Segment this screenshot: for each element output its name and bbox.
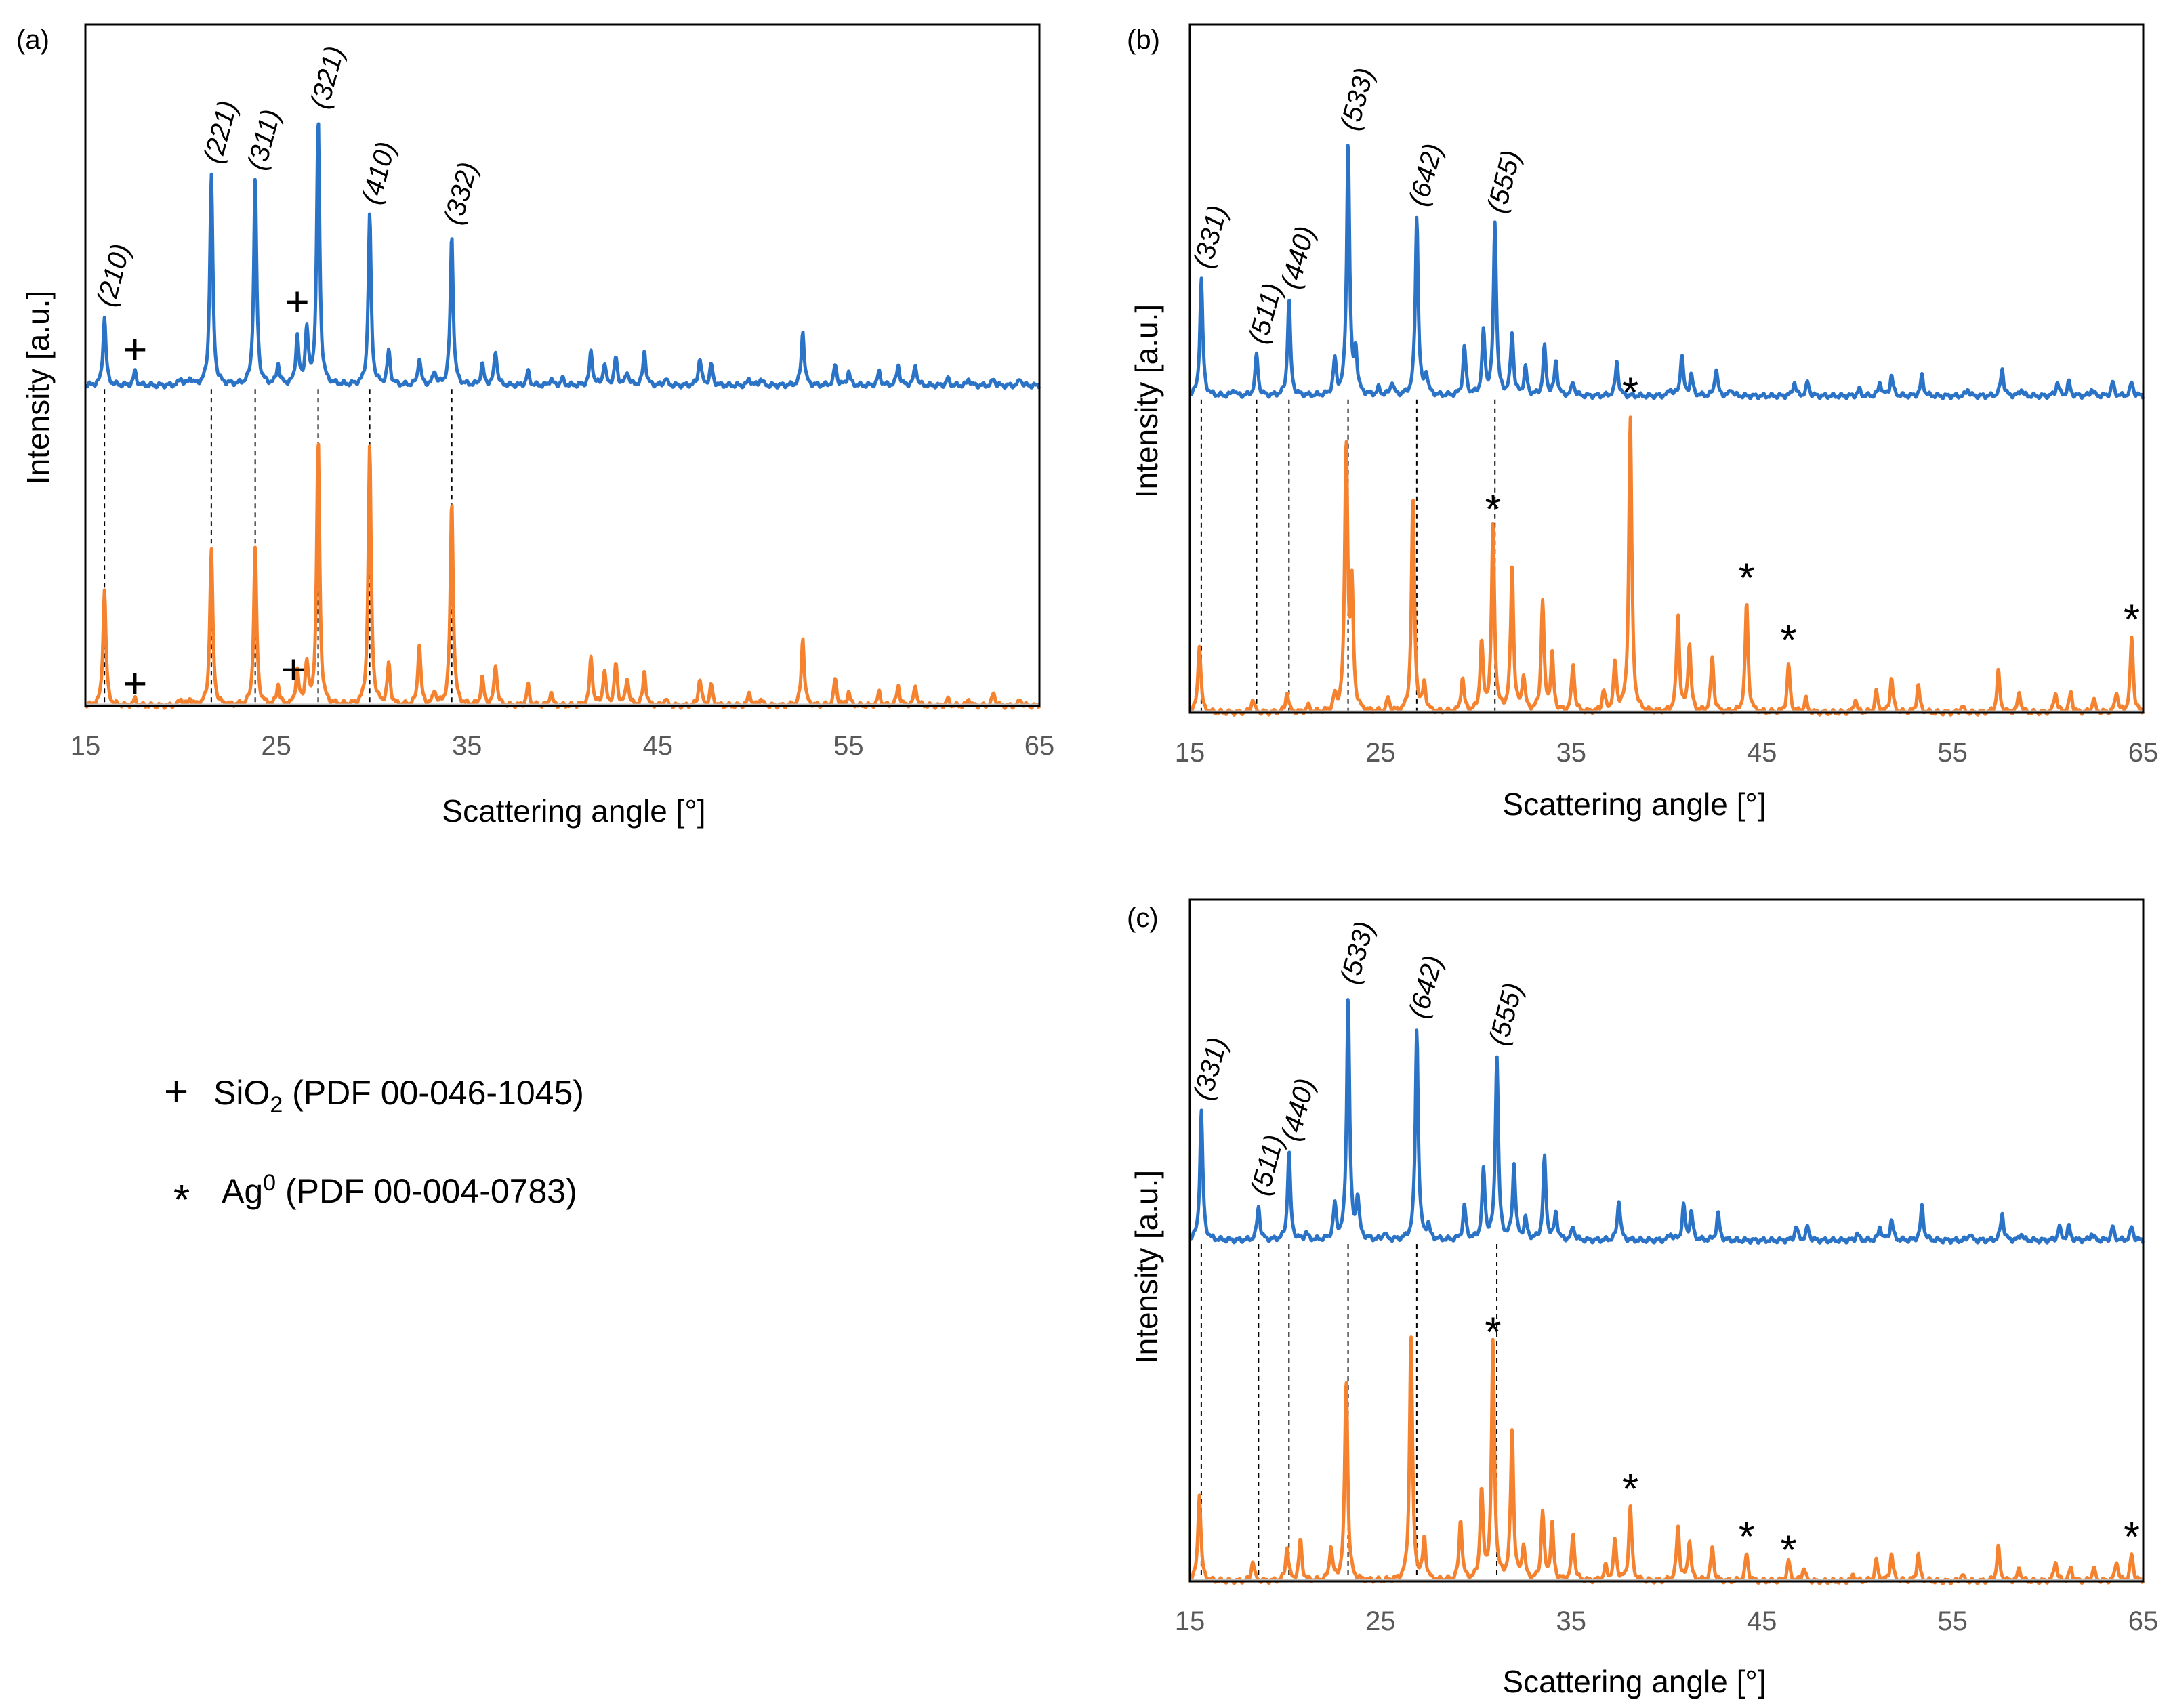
ag-marker: *: [1739, 1514, 1755, 1561]
sio2-marker: +: [285, 278, 309, 325]
series-orange-line: [1188, 1335, 2145, 1585]
x-tick-label: 35: [1556, 1606, 1587, 1636]
x-tick-label: 45: [643, 731, 674, 761]
x-tick-label: 55: [833, 731, 864, 761]
ag-marker: *: [2124, 1514, 2140, 1561]
hkl-label: (321): [305, 43, 350, 112]
series-orange-line: [1188, 415, 2145, 717]
asterisk-marker-icon: *: [173, 1177, 190, 1224]
ag-marker: *: [1622, 1466, 1638, 1513]
x-tick-label: 55: [1937, 1606, 1968, 1636]
x-tick-label: 65: [2128, 738, 2159, 768]
hkl-label: (311): [242, 106, 287, 173]
panel-c: (c) (331) (511)(440) (533) (642) (555) * * * * *…: [1127, 898, 2159, 1699]
x-tick-label: 25: [1365, 738, 1396, 768]
hkl-label: (440): [1275, 1075, 1321, 1144]
hkl-label: (331): [1188, 1035, 1233, 1104]
ag-marker: *: [2124, 597, 2140, 644]
panel-label: (a): [16, 25, 49, 55]
x-tick-label: 45: [1747, 1606, 1777, 1636]
legend-subscript: 2: [270, 1092, 283, 1118]
x-tick-label: 35: [1556, 738, 1587, 768]
hkl-label: (511): [1243, 280, 1288, 347]
x-tick-label: 15: [1175, 1606, 1205, 1636]
hkl-label: (210): [91, 241, 136, 310]
series-blue-line: [1188, 144, 2145, 400]
legend-formula: SiO: [213, 1074, 270, 1112]
legend-superscript: 0: [263, 1170, 276, 1196]
legend-label: Ag0 (PDF 00-004-0783): [222, 1170, 577, 1210]
y-axis-title: Intensity [a.u.]: [1129, 304, 1164, 498]
hkl-label: (533): [1335, 64, 1380, 133]
legend-item-sio2: + SiO2 (PDF 00-046-1045): [164, 1068, 584, 1118]
hkl-label: (642): [1403, 140, 1449, 209]
ag-marker: *: [1781, 617, 1797, 664]
legend-ref: (PDF 00-004-0783): [276, 1172, 577, 1210]
x-tick-label: 45: [1747, 738, 1777, 768]
sio2-marker: +: [123, 661, 147, 707]
x-axis-title: Scattering angle [°]: [442, 793, 705, 829]
hkl-label: (555): [1483, 980, 1529, 1049]
x-tick-label: 65: [2128, 1606, 2159, 1636]
ag-marker: *: [1622, 369, 1638, 416]
hkl-label: (410): [356, 138, 402, 207]
hkl-label: (533): [1335, 919, 1380, 988]
sio2-marker: +: [281, 647, 306, 694]
ag-marker: *: [1781, 1528, 1797, 1575]
legend-formula: Ag: [222, 1172, 263, 1210]
plot-frame: [84, 23, 1041, 707]
panel-a: (a) (210)(221)(311)(321)(410) (332) +++ + …: [16, 23, 1055, 829]
legend-item-ag: * Ag0 (PDF 00-004-0783): [173, 1170, 577, 1224]
x-tick-label: 65: [1025, 731, 1055, 761]
plus-marker-icon: +: [164, 1068, 188, 1115]
hkl-label: (440): [1275, 223, 1321, 292]
x-tick-label: 15: [70, 731, 101, 761]
sio2-marker: +: [123, 327, 147, 373]
x-tick-label: 25: [1365, 1606, 1396, 1636]
hkl-label: (511): [1245, 1131, 1289, 1199]
ag-marker: *: [1485, 486, 1501, 533]
x-tick-label: 55: [1937, 738, 1968, 768]
hkl-label: (642): [1403, 953, 1449, 1022]
x-tick-label: 15: [1175, 738, 1205, 768]
x-tick-label: 25: [261, 731, 291, 761]
panel-label: (b): [1127, 25, 1160, 55]
hkl-label: (555): [1481, 147, 1527, 216]
panel-b: (b) (331)(511)(440) (533) (642) (555) * * * * *…: [1127, 23, 2159, 822]
plot-frame: [1188, 898, 2145, 1583]
legend: + SiO2 (PDF 00-046-1045) * Ag0 (PDF 00-0…: [164, 1068, 584, 1224]
y-axis-title: Intensity [a.u.]: [20, 291, 56, 484]
legend-ref: (PDF 00-046-1045): [283, 1074, 584, 1112]
ag-marker: *: [1739, 556, 1755, 602]
hkl-label: (221): [198, 98, 243, 167]
legend-label: SiO2 (PDF 00-046-1045): [213, 1074, 584, 1118]
hkl-label: (331): [1188, 203, 1233, 272]
series-blue-line: [84, 122, 1041, 390]
x-tick-label: 35: [452, 731, 482, 761]
panel-label: (c): [1127, 903, 1159, 933]
ag-marker: *: [1485, 1310, 1501, 1356]
series-orange-line: [84, 442, 1041, 710]
y-axis-title: Intensity [a.u.]: [1129, 1170, 1164, 1364]
x-axis-title: Scattering angle [°]: [1502, 787, 1766, 822]
x-axis-title: Scattering angle [°]: [1502, 1664, 1766, 1699]
series-blue-line: [1188, 998, 2145, 1245]
hkl-label: (332): [438, 159, 484, 228]
plot-frame: [1188, 23, 2145, 714]
